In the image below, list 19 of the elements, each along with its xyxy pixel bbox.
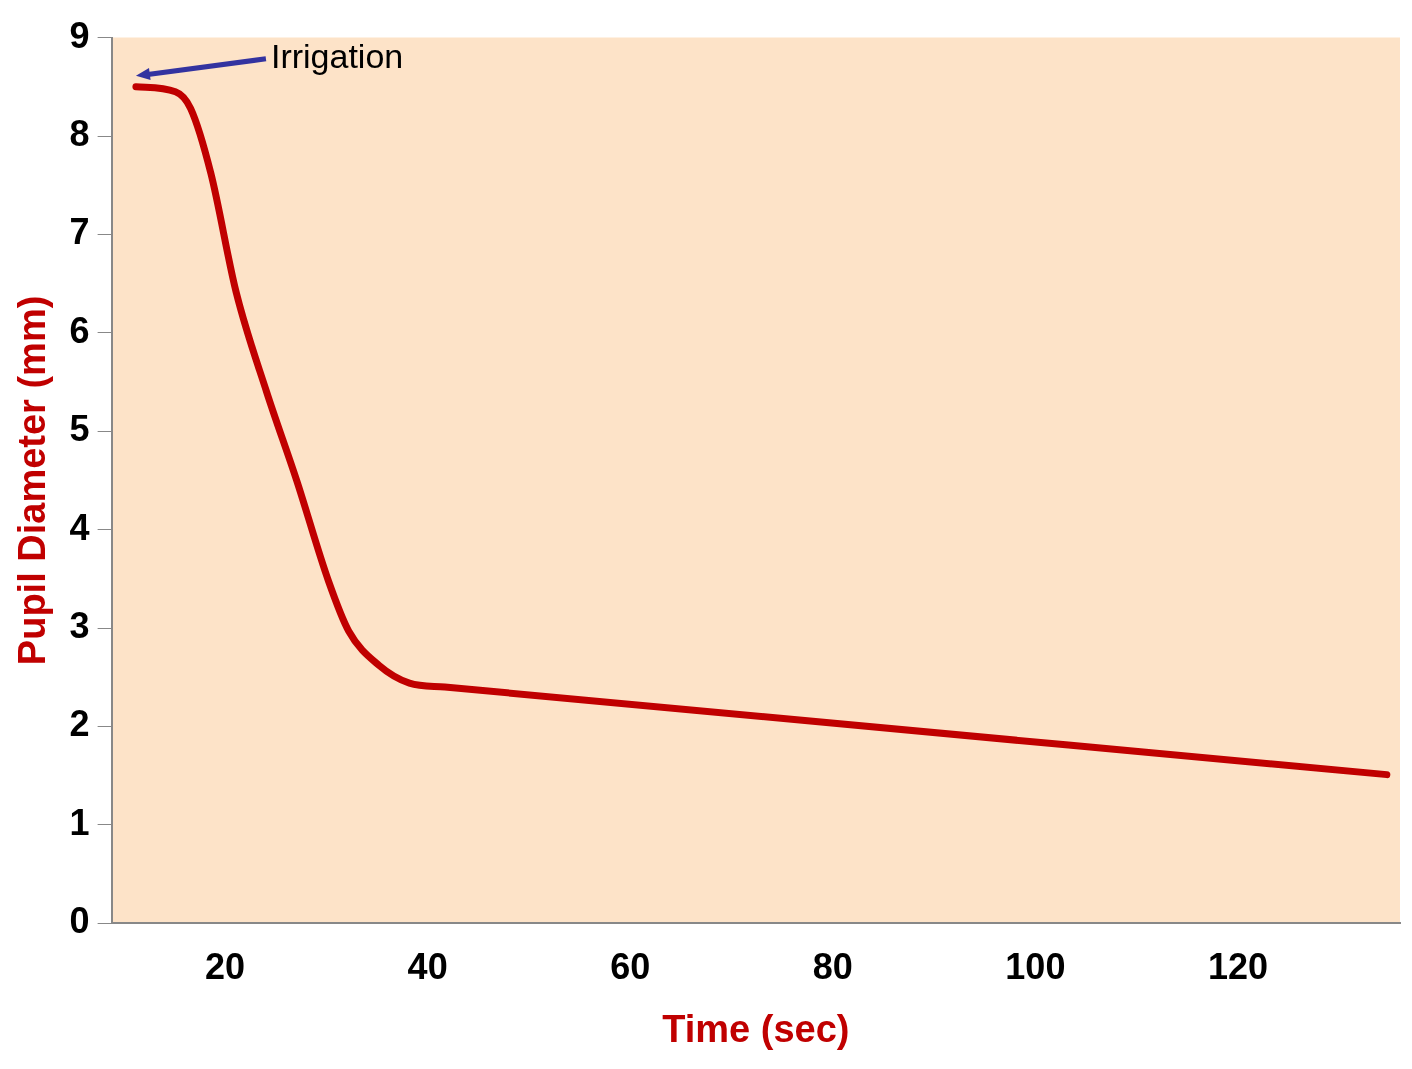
x-tick-label: 120	[1207, 945, 1268, 987]
y-tick-label: 5	[69, 408, 90, 450]
y-tick-label: 4	[69, 506, 90, 548]
y-tick-label: 2	[69, 703, 90, 745]
y-tick-label: 3	[69, 604, 90, 646]
x-tick-label: 20	[205, 945, 246, 987]
x-tick-label: 40	[407, 945, 448, 987]
x-tick-label: 60	[610, 945, 651, 987]
x-tick-label: 100	[1005, 945, 1066, 987]
x-tick-label: 80	[812, 945, 853, 987]
y-tick-label: 0	[69, 900, 90, 942]
x-axis-title: Time (sec)	[662, 1007, 850, 1050]
y-tick-label: 1	[69, 801, 90, 843]
y-tick-label: 6	[69, 309, 90, 351]
y-tick-label: 9	[69, 14, 90, 56]
annotation: Irrigation	[270, 37, 404, 76]
y-axis-title: Pupil Diameter (mm)	[11, 295, 54, 666]
y-tick-label: 7	[69, 211, 90, 253]
y-tick-label: 8	[69, 112, 90, 154]
